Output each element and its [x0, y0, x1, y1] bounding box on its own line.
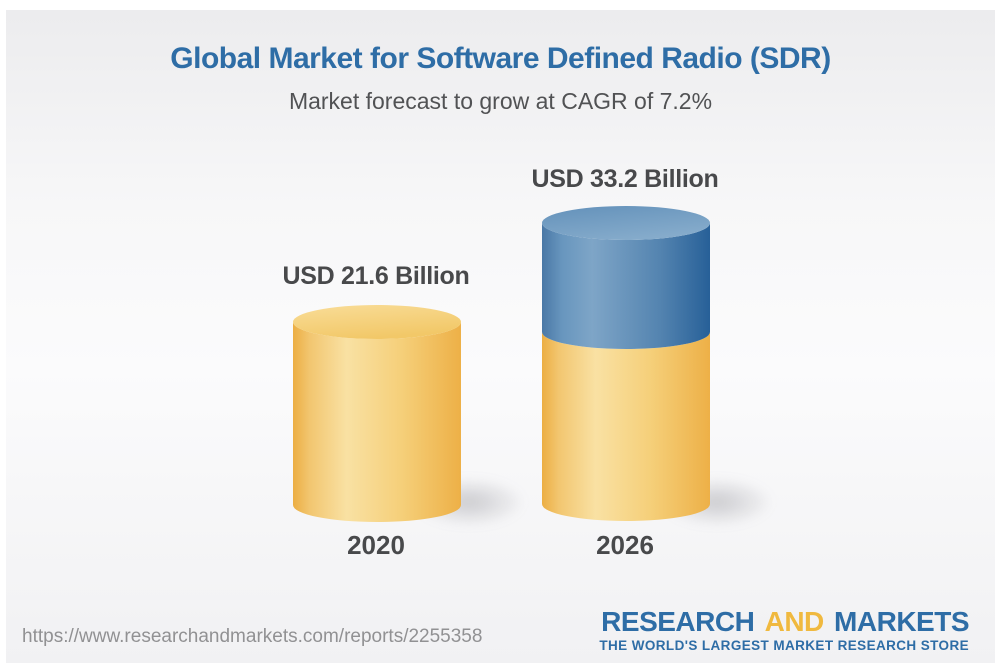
- bar-2026-cylinder: [542, 206, 710, 521]
- logo-wordmark: RESEARCH AND MARKETS: [599, 605, 969, 637]
- report-url: https://www.researchandmarkets.com/repor…: [22, 626, 483, 647]
- bar-2020-top-ellipse: [293, 305, 461, 339]
- bar-2020-body: [293, 322, 461, 522]
- page-title: Global Market for Software Defined Radio…: [170, 42, 831, 75]
- value-label-2020: USD 21.6 Billion: [282, 262, 470, 290]
- logo-word-and: AND: [764, 605, 825, 637]
- bar-2026-gold-segment: [542, 332, 710, 521]
- logo-word-markets: MARKETS: [834, 605, 969, 637]
- category-label-2026: 2026: [596, 530, 654, 560]
- category-label-2020: 2020: [347, 530, 405, 560]
- logo-tagline: THE WORLD'S LARGEST MARKET RESEARCH STOR…: [599, 638, 969, 653]
- bar-2020-cylinder: [293, 305, 461, 522]
- bar-2026-blue-segment: [542, 223, 710, 349]
- chart-background: Global Market for Software Defined Radio…: [6, 10, 995, 663]
- logo-word-research: RESEARCH: [601, 605, 755, 637]
- value-label-2026: USD 33.2 Billion: [531, 165, 719, 193]
- page-subtitle: Market forecast to grow at CAGR of 7.2%: [288, 88, 713, 114]
- research-and-markets-logo: RESEARCH AND MARKETS THE WORLD'S LARGEST…: [599, 605, 969, 653]
- bar-2026-top-ellipse: [542, 206, 710, 240]
